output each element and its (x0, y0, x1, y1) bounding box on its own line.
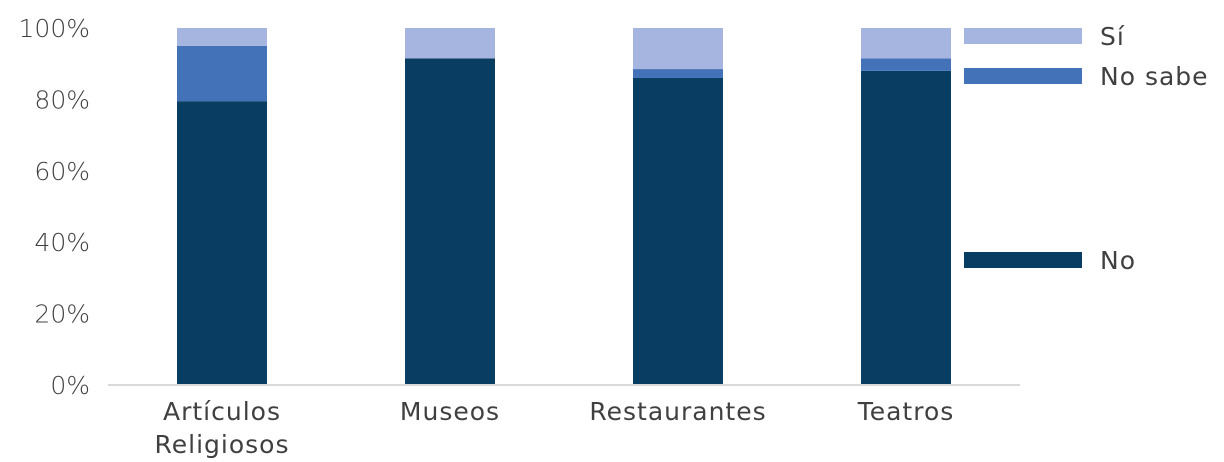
y-tick-label: 20% (34, 300, 90, 329)
x-category-label: Museos (400, 397, 500, 426)
x-category-label: Teatros (857, 397, 955, 426)
legend-swatch (964, 68, 1082, 84)
bar-segment-s- (633, 28, 723, 70)
bar-segment-no (177, 101, 267, 385)
y-axis: 0% 20% 40% 60% 80% 100% (19, 14, 90, 400)
bar-segment-no (861, 70, 951, 385)
legend-swatch (964, 28, 1082, 44)
bar-segment-no (633, 77, 723, 385)
x-category-label: Artículos (163, 397, 281, 426)
y-tick-label: 100% (19, 14, 90, 43)
y-tick-label: 60% (34, 157, 90, 186)
x-axis: Artículos Religiosos Museos Restaurantes Tea… (108, 384, 1020, 459)
x-category-label: Religiosos (155, 430, 290, 459)
bar-segment-s- (177, 28, 267, 46)
y-tick-label: 0% (50, 371, 90, 400)
bar-segment-no-sabe (633, 69, 723, 78)
bar-segment-s- (861, 28, 951, 59)
legend-label: Sí (1100, 22, 1125, 51)
bar-segment-no (405, 58, 495, 385)
legend-label: No sabe (1100, 62, 1209, 91)
bar-segment-s- (405, 28, 495, 59)
legend-label: No (1100, 246, 1136, 275)
x-category-label: Restaurantes (589, 397, 766, 426)
y-tick-label: 80% (34, 85, 90, 114)
bar-segment-no-sabe (177, 45, 267, 102)
y-tick-label: 40% (34, 228, 90, 257)
bars (177, 28, 951, 385)
legend-swatch (964, 252, 1082, 268)
bar-segment-no-sabe (861, 58, 951, 71)
legend: No No sabe Sí (964, 22, 1209, 275)
